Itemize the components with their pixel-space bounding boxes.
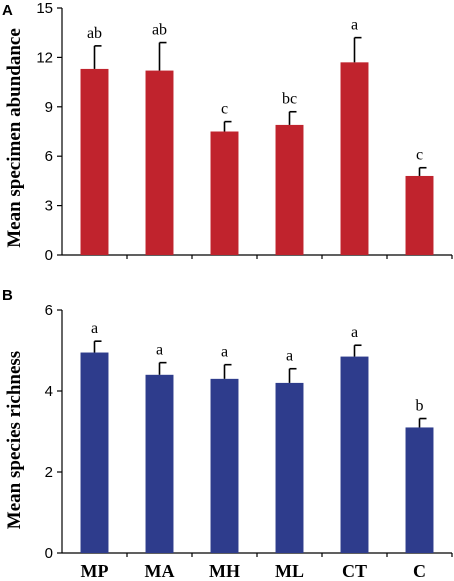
significance-label: a (156, 342, 163, 359)
panel-b: B Mean species richness 0 2 4 6 a MP a MA a MH a ML… (2, 287, 453, 581)
y-tick-label: 6 (45, 302, 53, 319)
y-tick-label: 4 (45, 383, 53, 400)
x-tick-label: MH (209, 561, 240, 581)
significance-label: a (351, 17, 358, 34)
bar-ct (340, 356, 369, 553)
bar-ml (275, 382, 304, 553)
y-axis-label-a: Mean specimen abundance (4, 28, 25, 248)
bar-mh (210, 131, 239, 255)
significance-label: a (221, 344, 228, 361)
x-tick-label: MA (145, 561, 175, 581)
significance-label: ab (152, 22, 167, 39)
y-axis-label-b: Mean species richness (4, 351, 25, 529)
bar-ml (275, 124, 304, 255)
panel-label-b: B (2, 287, 13, 304)
bar-mh (210, 378, 239, 553)
significance-label: a (286, 348, 293, 365)
x-tick-label: ML (275, 561, 304, 581)
bar-c (405, 427, 434, 553)
significance-label: bc (282, 91, 297, 108)
x-tick-label: C (413, 561, 426, 581)
bar-c (405, 175, 434, 255)
y-tick-label: 0 (45, 545, 53, 562)
panel-label-a: A (2, 2, 13, 19)
significance-label: a (351, 324, 358, 341)
y-tick-label: 2 (45, 464, 53, 481)
significance-label: ab (87, 25, 102, 42)
panel-a: A Mean specimen abundance 0 3 6 9 12 15 ab ab c b… (2, 0, 453, 264)
significance-label: a (91, 320, 98, 337)
y-tick-label: 9 (45, 99, 53, 116)
y-tick-label: 15 (36, 0, 53, 17)
y-tick-label: 0 (45, 247, 53, 264)
bar-ma (145, 374, 174, 553)
bar-ma (145, 70, 174, 255)
x-tick-label: MP (81, 561, 109, 581)
y-tick-label: 12 (36, 49, 53, 66)
x-tick-label: CT (342, 561, 367, 581)
y-tick-label: 6 (45, 148, 53, 165)
bar-mp (80, 352, 109, 553)
significance-label: c (221, 101, 228, 118)
significance-label: c (416, 147, 423, 164)
significance-label: b (416, 398, 424, 415)
bar-ct (340, 62, 369, 256)
bar-mp (80, 68, 109, 255)
y-tick-label: 3 (45, 198, 53, 215)
